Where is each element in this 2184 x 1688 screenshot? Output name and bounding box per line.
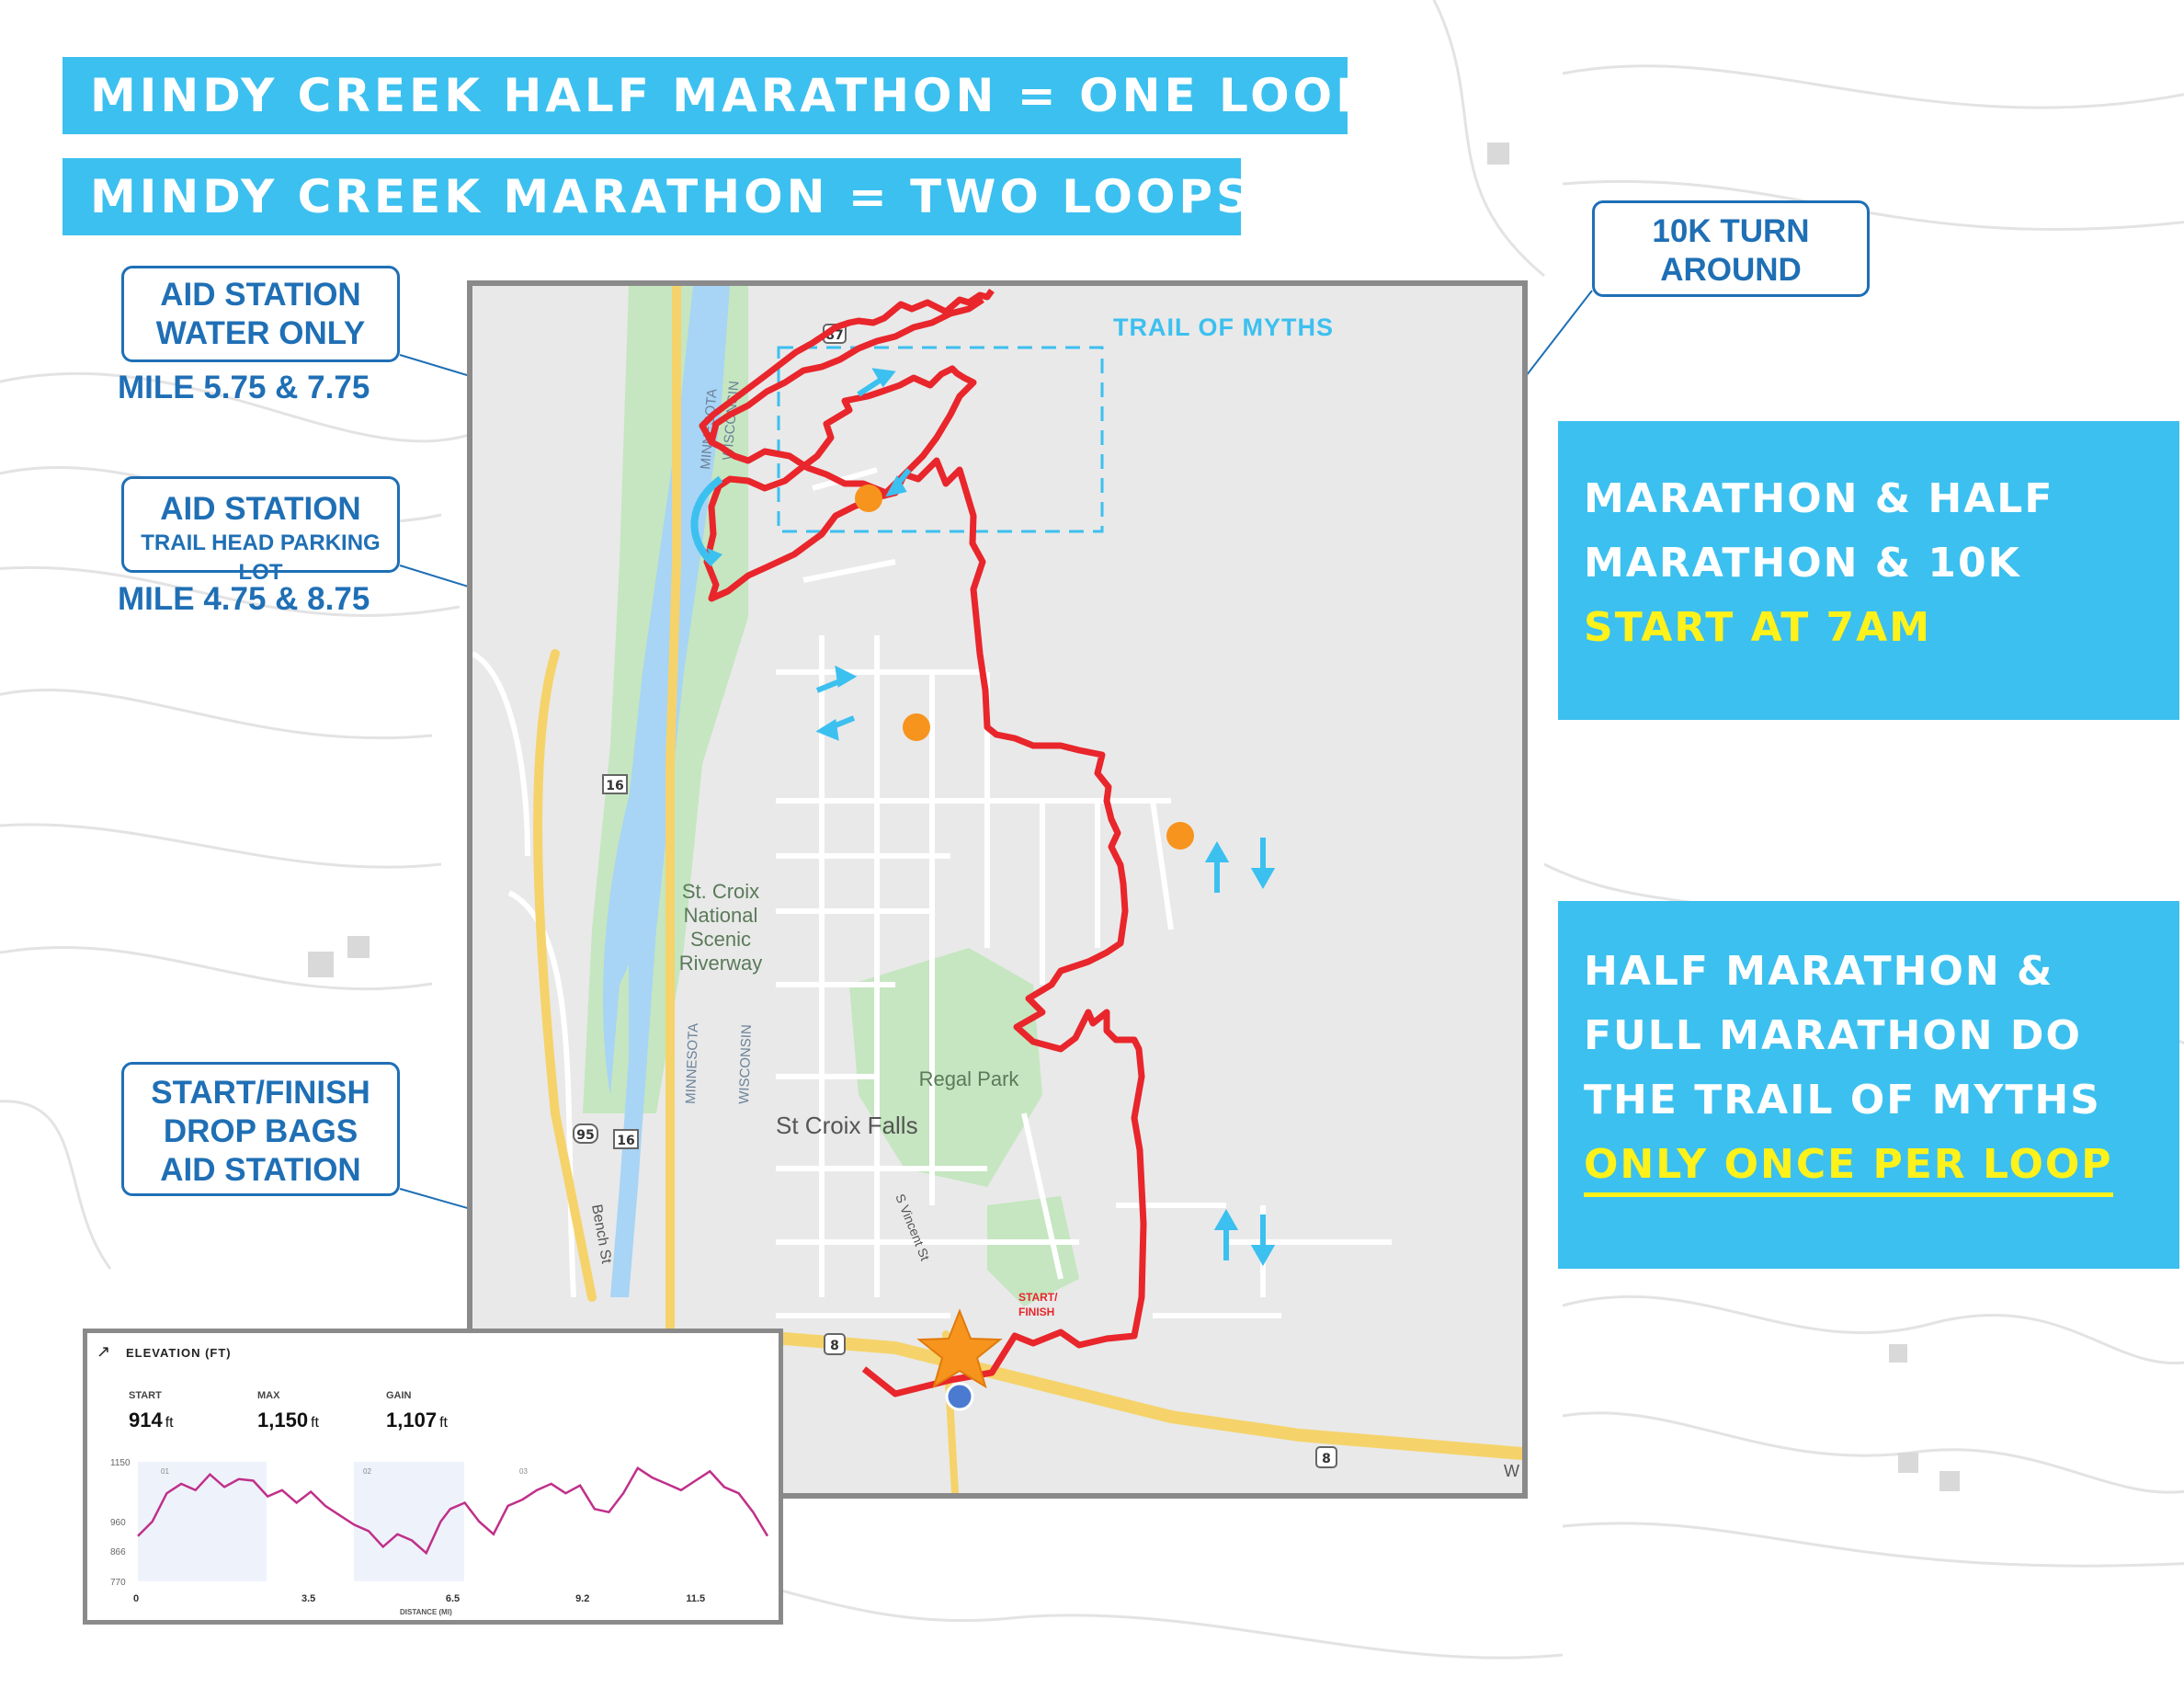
start-finish-star — [916, 1308, 1003, 1389]
gain-stat-label: GAIN — [386, 1390, 412, 1401]
segment-label: 03 — [519, 1467, 528, 1476]
trail-of-myths-infobox: HALF MARATHON & FULL MARATHON DO THE TRA… — [1558, 901, 2179, 1269]
trail-info-line-3: THE TRAIL OF MYTHS — [1584, 1077, 2101, 1123]
callout-line-2: AROUND — [1660, 252, 1802, 288]
y-tick-label: 866 — [110, 1547, 126, 1557]
shield-95-label: 95 — [576, 1128, 594, 1143]
x-tick-label: 9.2 — [575, 1593, 589, 1604]
x-tick-label: 6.5 — [446, 1593, 460, 1604]
y-tick-label: 1150 — [110, 1458, 131, 1468]
start-label-2: FINISH — [1018, 1306, 1054, 1318]
aid-station-water-marker — [855, 485, 882, 512]
once-per-loop-highlight: ONLY ONCE PER LOOP — [1584, 1137, 2113, 1197]
start-info-line-1: MARATHON & HALF — [1584, 475, 2054, 522]
trail-of-myths-box — [777, 346, 1104, 533]
callout-line-1: AID STATION — [160, 491, 361, 527]
park-label-2: National — [684, 904, 758, 927]
callout-line-2: TRAIL HEAD PARKING LOT — [141, 530, 381, 585]
callout-line-1: AID STATION — [160, 277, 361, 313]
x-tick-label: 0 — [133, 1593, 139, 1604]
town-label: St Croix Falls — [776, 1112, 918, 1139]
shield-8b-label: 8 — [1322, 1452, 1331, 1466]
map-canvas: 87 16 95 16 8 8 MINNESOTA WISCONSIN MINN… — [472, 286, 1522, 1493]
max-stat-value: 1,150 — [257, 1409, 309, 1431]
river-label-wi-bottom: WISCONSIN — [736, 1024, 755, 1104]
callout-line-3: AID STATION — [160, 1152, 361, 1188]
start-stat-unit: ft — [165, 1415, 174, 1431]
regal-park-label: Regal Park — [919, 1067, 1020, 1090]
aid-station-trailhead-marker — [903, 713, 930, 741]
map-edge-label: W — [1504, 1462, 1519, 1480]
river-label-mn-bottom: MINNESOTA — [683, 1023, 701, 1105]
segment-label: 02 — [363, 1467, 371, 1476]
gain-stat-unit: ft — [439, 1415, 448, 1431]
trail-info-line-2: FULL MARATHON DO — [1584, 1012, 2082, 1059]
start-label-1: START/ — [1018, 1291, 1058, 1304]
callout-line-1: 10K TURN — [1652, 213, 1810, 249]
callout-line-2: WATER ONLY — [155, 315, 366, 351]
x-axis-label: DISTANCE (MI) — [400, 1608, 452, 1616]
regal-park-area — [849, 948, 1042, 1187]
y-tick-label: 960 — [110, 1518, 126, 1528]
start-info-line-2: MARATHON & 10K — [1584, 540, 2021, 587]
start-time-highlight: START AT 7AM — [1584, 604, 1931, 651]
park-label-4: Riverway — [679, 952, 762, 975]
max-stat: MAX 1,150 ft — [257, 1390, 319, 1432]
start-finish-callout: START/FINISH DROP BAGS AID STATION — [121, 1062, 400, 1196]
elevation-chart: 1150 960 866 770 0 3.5 6.5 9.2 11.5 DISTANCE (MI)… — [110, 1458, 769, 1616]
max-stat-unit: ft — [311, 1415, 319, 1431]
turnaround-callout: 10K TURN AROUND — [1592, 200, 1870, 297]
shield-8a-label: 8 — [830, 1339, 839, 1353]
green-area — [987, 1196, 1079, 1306]
shield-16a-label: 16 — [606, 779, 623, 793]
street-grid — [472, 467, 1392, 1318]
gain-stat: GAIN 1,107 ft — [386, 1390, 448, 1432]
start-stat-label: START — [129, 1390, 162, 1401]
max-stat-label: MAX — [257, 1390, 280, 1401]
x-tick-label: 3.5 — [301, 1593, 315, 1604]
turnaround-marker — [1166, 822, 1194, 850]
aid-station-water-callout: AID STATION WATER ONLY — [121, 266, 400, 362]
callout-line-1: START/FINISH — [151, 1075, 370, 1111]
callout-line-2: DROP BAGS — [163, 1113, 358, 1149]
trail-info-line-1: HALF MARATHON & — [1584, 948, 2054, 995]
trail-of-myths-label: TRAIL OF MYTHS — [1113, 314, 1334, 341]
gain-stat-value: 1,107 — [386, 1409, 438, 1431]
turnaround-arrow — [690, 475, 723, 566]
start-stat: START 914 ft — [129, 1390, 174, 1432]
elevation-line — [137, 1466, 769, 1556]
aid-station-trailhead-callout: AID STATION TRAIL HEAD PARKING LOT — [121, 476, 400, 585]
y-tick-label: 770 — [110, 1578, 126, 1588]
course-route — [699, 288, 1147, 1397]
start-time-infobox: MARATHON & HALF MARATHON & 10K START AT … — [1558, 421, 2179, 720]
start-pin — [945, 1382, 974, 1411]
shield-16b-label: 16 — [617, 1134, 634, 1148]
highways — [533, 286, 1522, 1493]
aid-station-water-mile: MILE 5.75 & 7.75 — [118, 370, 370, 405]
elevation-profile-panel: ↗ ELEVATION (FT) START 914 ft MAX 1,150 ft… — [83, 1329, 783, 1625]
park-label-3: Scenic — [690, 928, 751, 951]
expand-arrow-icon[interactable]: ↗ — [97, 1342, 111, 1361]
x-tick-label: 11.5 — [686, 1593, 705, 1604]
half-marathon-banner: MINDY CREEK HALF MARATHON = ONE LOOP — [63, 57, 1370, 134]
direction-arrows — [815, 368, 1276, 1267]
full-marathon-banner: MINDY CREEK MARATHON = TWO LOOPS — [63, 158, 1249, 235]
segment-label: 01 — [161, 1467, 169, 1476]
start-stat-value: 914 — [129, 1409, 163, 1431]
elevation-title: ELEVATION (FT) — [126, 1346, 232, 1360]
course-map[interactable]: 87 16 95 16 8 8 MINNESOTA WISCONSIN MINN… — [467, 280, 1528, 1499]
aid-station-trailhead-mile: MILE 4.75 & 8.75 — [118, 581, 370, 617]
park-label-1: St. Croix — [682, 880, 759, 903]
